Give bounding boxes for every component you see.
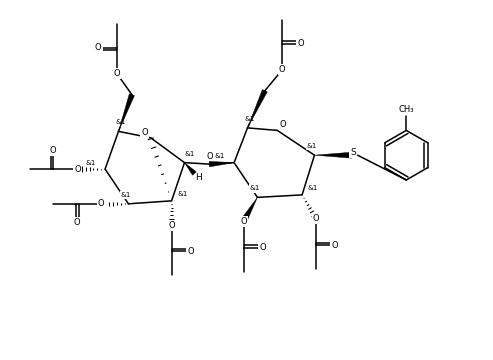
Text: O: O xyxy=(74,165,81,174)
Text: &1: &1 xyxy=(308,185,318,192)
Text: H: H xyxy=(195,173,202,182)
Text: &1: &1 xyxy=(245,116,255,122)
Text: S: S xyxy=(351,148,356,157)
Text: &1: &1 xyxy=(121,192,131,198)
Text: O: O xyxy=(297,39,304,48)
Text: O: O xyxy=(279,66,285,75)
Text: O: O xyxy=(50,146,56,155)
Text: O: O xyxy=(280,120,286,129)
Text: CH₃: CH₃ xyxy=(398,105,414,114)
Text: O: O xyxy=(98,199,105,208)
Polygon shape xyxy=(209,161,234,167)
Text: O: O xyxy=(114,69,120,78)
Text: O: O xyxy=(331,241,338,250)
Text: O: O xyxy=(207,152,213,161)
Polygon shape xyxy=(118,94,135,131)
Polygon shape xyxy=(184,163,196,175)
Text: O: O xyxy=(141,129,148,138)
Polygon shape xyxy=(241,197,257,223)
Text: &1: &1 xyxy=(250,185,260,192)
Text: O: O xyxy=(313,214,319,223)
Text: O: O xyxy=(168,221,175,230)
Text: O: O xyxy=(187,247,194,256)
Polygon shape xyxy=(247,90,267,128)
Text: O: O xyxy=(73,218,80,227)
Text: &1: &1 xyxy=(184,151,195,157)
Text: &1: &1 xyxy=(116,120,126,125)
Text: O: O xyxy=(259,243,266,252)
Text: O: O xyxy=(95,43,102,52)
Text: &1: &1 xyxy=(307,143,317,149)
Text: &1: &1 xyxy=(177,192,188,197)
Polygon shape xyxy=(315,152,352,158)
Text: &1: &1 xyxy=(85,159,96,166)
Text: O: O xyxy=(240,217,247,226)
Text: &1: &1 xyxy=(214,153,224,159)
